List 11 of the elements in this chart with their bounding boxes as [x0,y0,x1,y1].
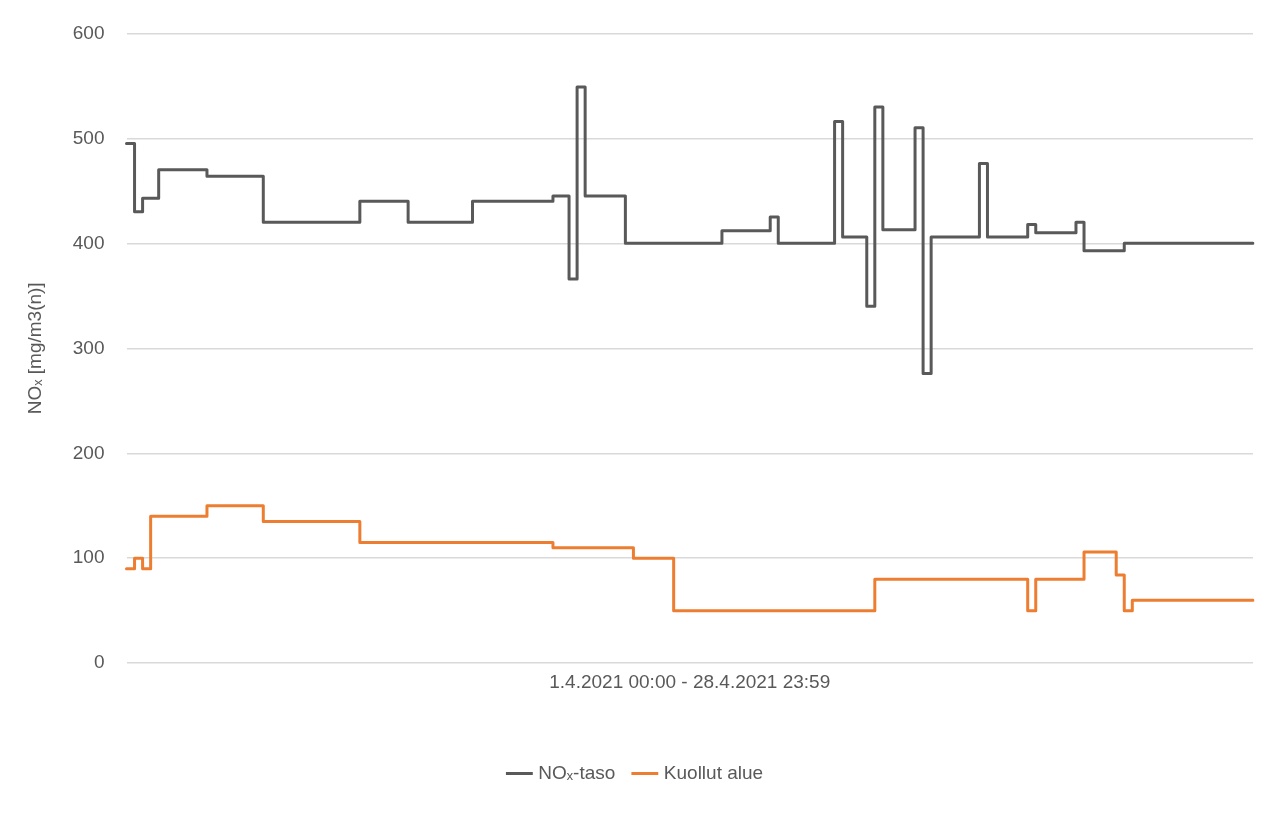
y-tick-label: 400 [72,231,105,253]
y-tick-label: 300 [72,336,105,358]
y-axis-title: NOₓ [mg/m3(n)] [23,282,45,415]
legend-label: Kuollut alue [663,761,764,783]
y-tick-label: 600 [72,21,105,43]
y-tick-label: 100 [72,546,105,568]
y-tick-label: 200 [72,441,105,463]
y-tick-label: 0 [93,651,105,673]
x-axis-title: 1.4.2021 00:00 - 28.4.2021 23:59 [549,670,831,692]
y-tick-label: 500 [72,126,105,148]
legend-label: NOₓ-taso [538,761,616,783]
